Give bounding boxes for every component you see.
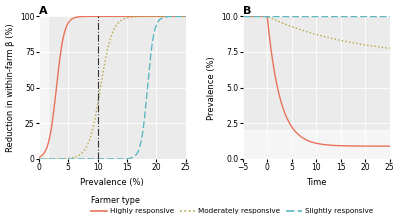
X-axis label: Time: Time [306, 178, 326, 187]
Y-axis label: Prevalence (%): Prevalence (%) [207, 56, 216, 120]
Legend: Highly responsive, Moderately responsive, Slightly responsive: Highly responsive, Moderately responsive… [88, 193, 376, 217]
Bar [243, 130, 390, 159]
Text: B: B [243, 6, 251, 15]
Bar [39, 16, 48, 159]
Text: A: A [39, 6, 48, 15]
X-axis label: Prevalence (%): Prevalence (%) [80, 178, 144, 187]
Y-axis label: Reduction in within-farm β (%): Reduction in within-farm β (%) [6, 23, 14, 152]
